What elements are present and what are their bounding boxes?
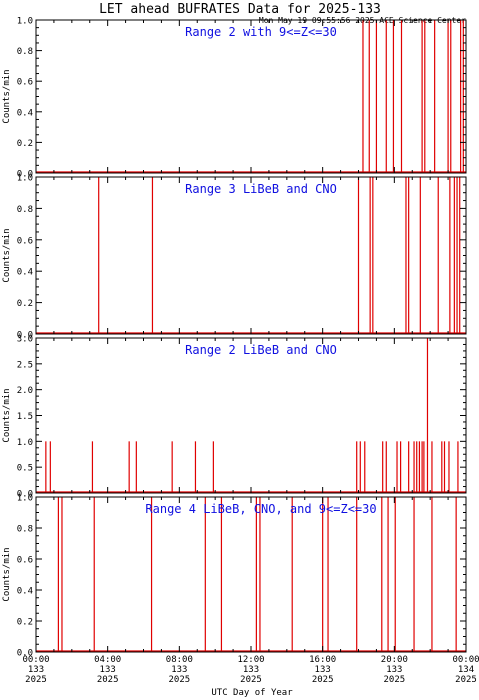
x-tick-label: 2025 [97, 675, 119, 685]
x-tick-label: 133 [171, 665, 187, 675]
y-tick-label: 0.5 [17, 464, 33, 474]
x-tick-label: 133 [386, 665, 402, 675]
x-tick-label: 00:00 [22, 655, 49, 665]
y-tick-label: 1.0 [17, 494, 33, 504]
x-tick-label: 2025 [240, 675, 262, 685]
y-tick-label: 1.5 [17, 412, 33, 422]
panel-title: Range 2 with 9<=Z<=30 [185, 25, 337, 39]
x-axis-label: UTC Day of Year [211, 688, 293, 698]
x-tick-label: 00:00 [452, 655, 479, 665]
y-tick-label: 0.2 [17, 299, 33, 309]
panel-title: Range 3 LiBeB and CNO [185, 182, 337, 196]
chart-title: LET ahead BUFRATES Data for 2025-133 [99, 2, 381, 17]
y-tick-label: 0.4 [17, 587, 33, 597]
y-tick-label: 0.6 [17, 556, 33, 566]
panel-title: Range 4 LiBeB, CNO, and 9<=Z<=30 [145, 502, 376, 516]
y-tick-label: 0.0 [17, 490, 33, 500]
panels: 0.0 0.2 0.4 0.6 0.8 1.0 Range 2 with 9<=Z<=30 C… [2, 17, 467, 659]
plot-frame [35, 337, 467, 494]
x-tick-label: 133 [315, 665, 331, 675]
x-tick-label: 133 [243, 665, 259, 675]
y-tick-label: 1.0 [17, 17, 33, 27]
panel-title: Range 2 LiBeB and CNO [185, 343, 337, 357]
x-tick-label: 133 [100, 665, 116, 675]
y-tick-label: 2.5 [17, 360, 33, 370]
x-tick-label: 20:00 [381, 655, 408, 665]
y-tick-label: 1.0 [17, 174, 33, 184]
x-tick-label: 133 [28, 665, 44, 675]
panel-1: 0.0 0.2 0.4 0.6 0.8 1.0 Range 2 with 9<=Z<=30 C… [2, 17, 467, 180]
y-tick-label: 1.0 [17, 438, 33, 448]
x-tick-label: 2025 [168, 675, 190, 685]
plot-frame [35, 176, 467, 335]
y-axis-label: Counts/min [2, 388, 12, 442]
panel-4: 0.0 0.2 0.4 0.6 0.8 1.0 Range 4 LiBeB, CNO, an… [2, 494, 467, 659]
y-tick-label: 0.0 [17, 649, 33, 659]
x-tick-label: 08:00 [166, 655, 193, 665]
x-tick-label: 12:00 [237, 655, 264, 665]
y-tick-label: 0.2 [17, 618, 33, 628]
y-tick-label: 0.6 [17, 78, 33, 88]
x-tick-label: 2025 [25, 675, 47, 685]
y-axis-label: Counts/min [2, 228, 12, 282]
x-axis-ticks: 00:00133202504:00133202508:00133202512:0… [22, 655, 479, 685]
x-tick-label: 134 [458, 665, 474, 675]
y-tick-label: 0.0 [17, 331, 33, 341]
y-tick-label: 0.4 [17, 268, 33, 278]
x-tick-label: 2025 [383, 675, 405, 685]
y-tick-label: 0.8 [17, 525, 33, 535]
panel-3: 0.0 0.5 1.0 1.5 2.0 2.5 3.0 Range 2 LiBeB and C… [2, 335, 467, 500]
y-tick-label: 0.8 [17, 205, 33, 215]
plot-frame [35, 496, 467, 653]
y-axis-label: Counts/min [2, 547, 12, 601]
x-tick-label: 2025 [455, 675, 477, 685]
panel-2: 0.0 0.2 0.4 0.6 0.8 1.0 Range 3 LiBeB and CNO C… [2, 174, 467, 341]
y-tick-label: 0.2 [17, 139, 33, 149]
y-tick-label: 0.6 [17, 236, 33, 246]
y-tick-label: 3.0 [17, 335, 33, 345]
y-axis-label: Counts/min [2, 69, 12, 123]
x-tick-label: 16:00 [309, 655, 336, 665]
x-tick-label: 2025 [312, 675, 334, 685]
y-tick-label: 0.0 [17, 170, 33, 180]
y-tick-label: 0.8 [17, 47, 33, 57]
y-tick-label: 2.0 [17, 386, 33, 396]
x-tick-label: 04:00 [94, 655, 121, 665]
y-tick-label: 0.4 [17, 108, 33, 118]
